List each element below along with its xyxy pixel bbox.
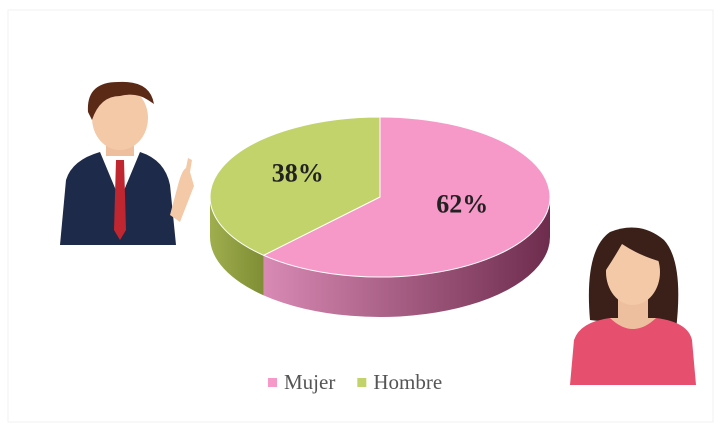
legend-swatch bbox=[357, 378, 367, 387]
slice-side bbox=[210, 197, 264, 296]
data-label: 38% bbox=[272, 159, 324, 188]
slice-side bbox=[263, 197, 550, 318]
pie: 62% 38% bbox=[209, 116, 551, 318]
woman-illustration bbox=[570, 227, 696, 385]
slice bbox=[209, 116, 381, 256]
man-illustration bbox=[60, 81, 194, 245]
legend: Mujer Hombre bbox=[268, 370, 442, 394]
legend-label: Hombre bbox=[373, 370, 442, 394]
legend-label: Mujer bbox=[284, 370, 335, 394]
data-label: 62% bbox=[436, 189, 488, 218]
legend-swatch bbox=[268, 378, 277, 387]
slice bbox=[262, 116, 551, 278]
